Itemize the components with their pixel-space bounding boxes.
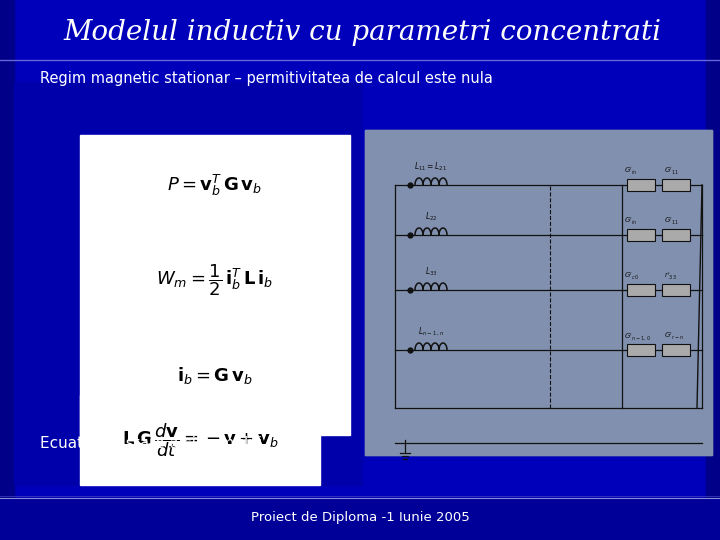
Text: $P = \mathbf{v}_b^T\, \mathbf{G}\, \mathbf{v}_b$: $P = \mathbf{v}_b^T\, \mathbf{G}\, \math…	[167, 172, 263, 198]
Bar	[14, 60, 706, 498]
Bar	[0, 0, 720, 60]
Text: Ecuatia de stare a sistemului: Ecuatia de stare a sistemului	[40, 436, 262, 451]
Text: $G'_{c0}$: $G'_{c0}$	[624, 271, 639, 282]
Bar	[627, 344, 655, 356]
Bar	[627, 229, 655, 241]
Bar	[662, 284, 690, 296]
Text: $L_{22}$: $L_{22}$	[425, 211, 437, 223]
Bar	[662, 229, 690, 241]
Text: $G'_{n-1,0}$: $G'_{n-1,0}$	[624, 331, 651, 342]
Text: $W_m = \dfrac{1}{2}\,\mathbf{i}_b^T\, \mathbf{L}\, \mathbf{i}_b$: $W_m = \dfrac{1}{2}\,\mathbf{i}_b^T\, \m…	[156, 262, 274, 298]
Text: Proiect de Diploma -1 Iunie 2005: Proiect de Diploma -1 Iunie 2005	[251, 511, 469, 524]
Bar	[80, 135, 350, 435]
Text: $L_{11}=L_{21}$: $L_{11}=L_{21}$	[415, 160, 448, 173]
Text: $G'_{11}$: $G'_{11}$	[664, 166, 679, 177]
Bar	[367, 132, 710, 453]
Bar	[706, 0, 720, 540]
Bar	[0, 0, 14, 540]
Text: $G'_{in}$: $G'_{in}$	[624, 216, 638, 227]
Text: Regim magnetic stationar – permitivitatea de calcul este nula: Regim magnetic stationar – permitivitate…	[40, 71, 493, 85]
Bar	[662, 179, 690, 191]
Bar	[365, 130, 712, 455]
Text: $\mathbf{i}_b = \mathbf{G}\, \mathbf{v}_b$: $\mathbf{i}_b = \mathbf{G}\, \mathbf{v}_…	[177, 364, 253, 386]
Bar	[662, 344, 690, 356]
Bar	[80, 395, 320, 485]
Text: $\mathbf{L}\,\mathbf{G}\,\dfrac{d\mathbf{v}}{dt} = -\mathbf{v} + \mathbf{v}_b$: $\mathbf{L}\,\mathbf{G}\,\dfrac{d\mathbf…	[122, 421, 279, 459]
Bar	[627, 284, 655, 296]
Text: $G'_{11}$: $G'_{11}$	[664, 216, 679, 227]
Text: $G'_{in}$: $G'_{in}$	[624, 166, 638, 177]
Text: $L_{33}$: $L_{33}$	[425, 266, 437, 278]
Text: Modelul inductiv cu parametri concentrati: Modelul inductiv cu parametri concentrat…	[63, 18, 661, 45]
Text: $r'_{33}$: $r'_{33}$	[664, 271, 677, 282]
Bar	[0, 498, 720, 540]
Bar	[365, 130, 712, 455]
Bar	[627, 179, 655, 191]
Text: $L_{n-1\,,n}$: $L_{n-1\,,n}$	[418, 326, 444, 338]
Bar	[14, 82, 362, 485]
Text: $G'_{r-n}$: $G'_{r-n}$	[664, 331, 684, 342]
